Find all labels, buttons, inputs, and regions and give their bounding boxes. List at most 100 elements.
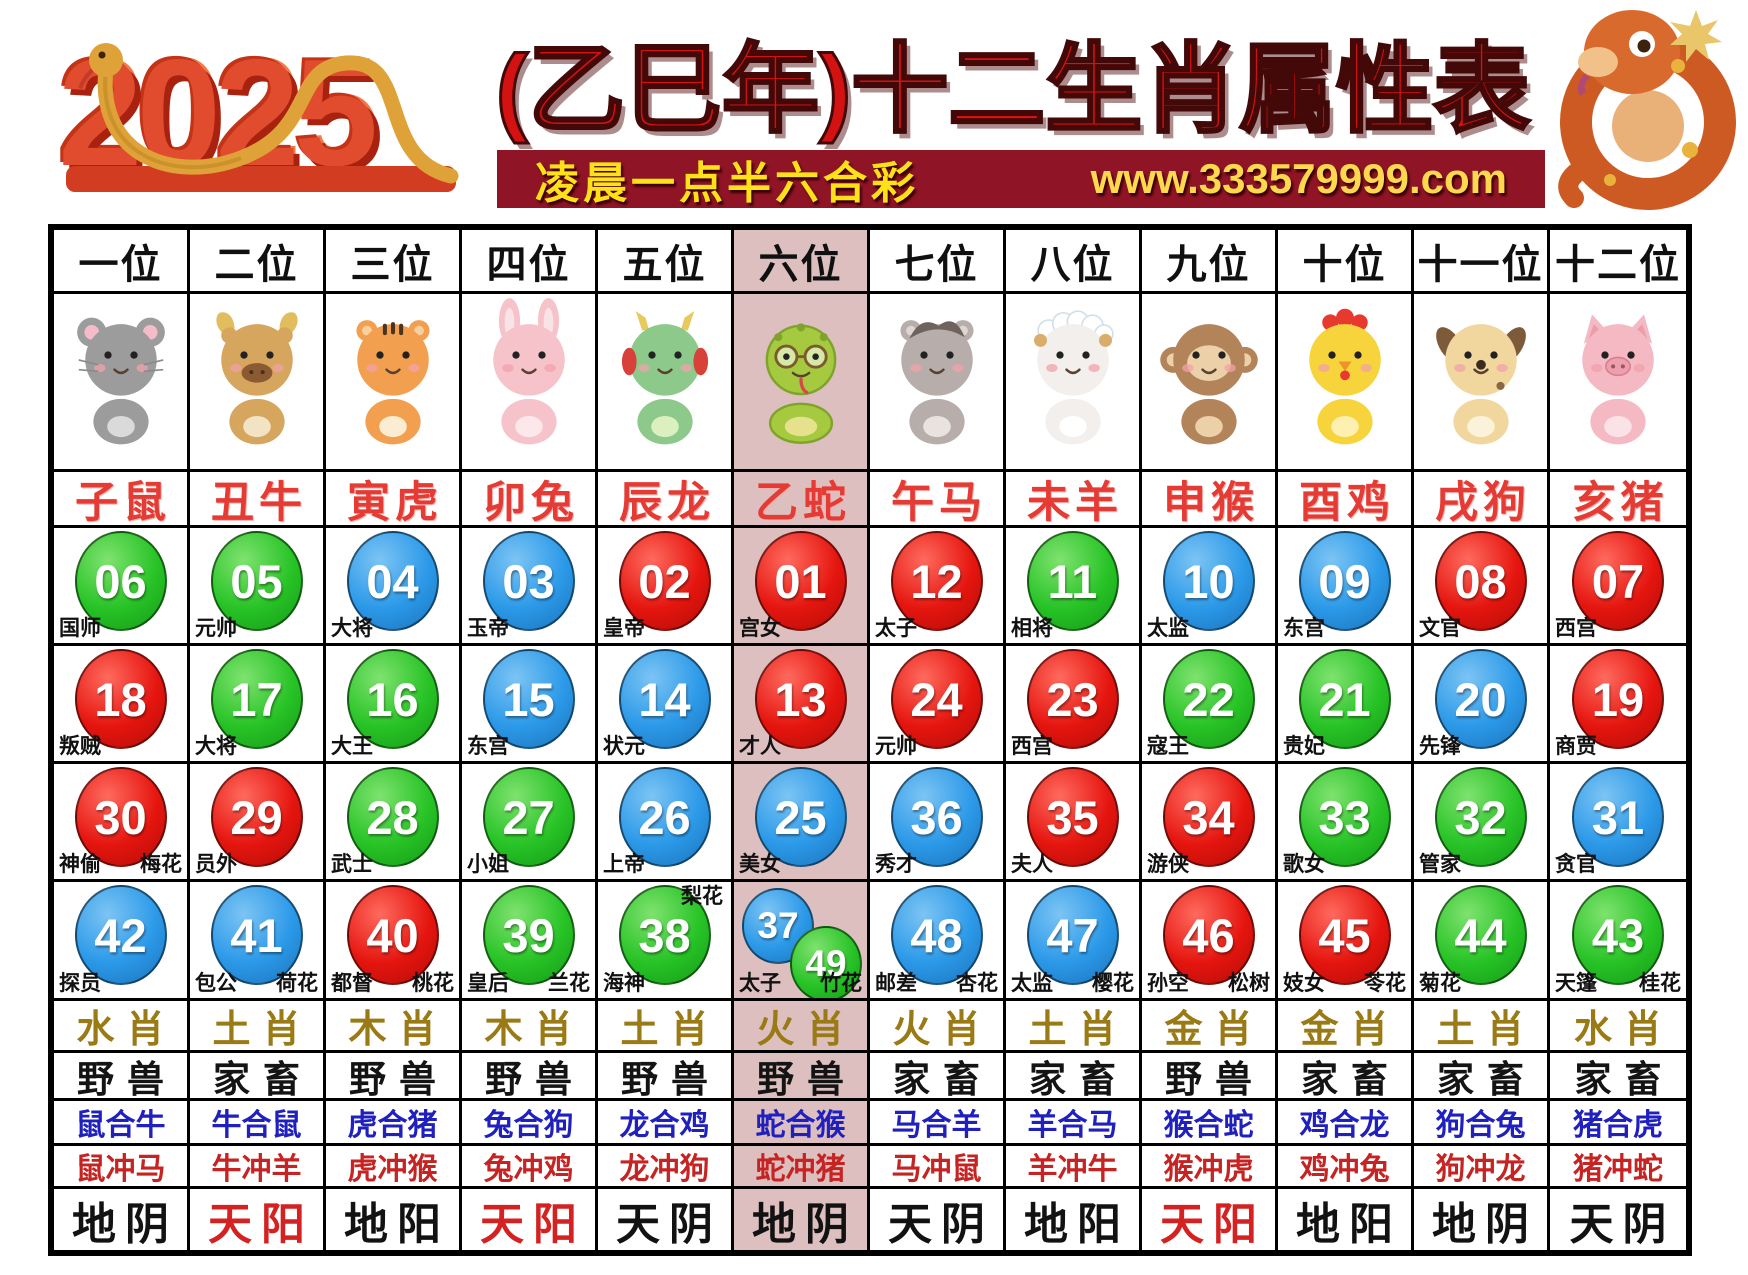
ball-role-label: 西宫 — [1555, 617, 1597, 640]
ball-role-label: 状元 — [603, 735, 645, 758]
ball-cell-40: 40 都督 桃花 — [326, 882, 462, 1001]
ball-cell-09: 09 东宫 — [1278, 528, 1414, 646]
col-6-animal-cell — [734, 294, 870, 472]
beast-domestic-label: 家畜 — [1550, 1053, 1686, 1101]
zodiac-name-label: 子鼠 — [54, 472, 190, 528]
ball-role-label: 寇王 — [1147, 735, 1189, 758]
ball-15: 15 — [482, 649, 575, 749]
ball-flower-label: 荷花 — [276, 972, 318, 995]
ball-49: 49 — [790, 926, 862, 998]
ox-icon — [192, 294, 322, 469]
ball-role-label: 叛贼 — [59, 735, 101, 758]
ball-24: 24 — [890, 649, 983, 749]
ball-role-label: 管家 — [1419, 853, 1461, 876]
element-label: 土肖 — [1006, 1001, 1142, 1053]
combine-label: 虎合猪 — [326, 1101, 462, 1146]
ball-cell-23: 23 西宫 — [1006, 646, 1142, 764]
clash-label: 狗冲龙 — [1414, 1146, 1550, 1189]
horse-icon — [872, 294, 1002, 469]
ball-role-label: 元帅 — [195, 617, 237, 640]
sheep-icon — [1008, 294, 1138, 469]
ball-04: 04 — [346, 531, 439, 631]
beast-domestic-label: 野兽 — [598, 1053, 734, 1101]
column-header-8: 八位 — [1006, 230, 1142, 294]
clash-label: 虎冲猴 — [326, 1146, 462, 1189]
combine-label: 羊合马 — [1006, 1101, 1142, 1146]
ball-cell-45: 45 妓女 苓花 — [1278, 882, 1414, 1001]
page-title: (乙巳年)十二生肖属性表 — [494, 33, 1532, 145]
beast-domestic-label: 家畜 — [1278, 1053, 1414, 1101]
ball-cell-48: 48 邮差 杏花 — [870, 882, 1006, 1001]
ball-role-label: 邮差 — [875, 972, 917, 995]
ball-role-label: 包公 — [195, 972, 237, 995]
yinyang-label: 天阴 — [870, 1189, 1006, 1250]
beast-domestic-label: 野兽 — [1142, 1053, 1278, 1101]
ball-cell-34: 34 游侠 — [1142, 764, 1278, 882]
ball-20: 20 — [1434, 649, 1527, 749]
yinyang-label: 地阳 — [1278, 1189, 1414, 1250]
ball-role-label: 太子 — [739, 972, 781, 995]
ball-role-label: 小姐 — [467, 853, 509, 876]
ball-45: 45 — [1298, 885, 1391, 985]
ball-role-label: 海神 — [603, 972, 645, 995]
ball-flower-label: 杏花 — [956, 972, 998, 995]
clash-label: 鼠冲马 — [54, 1146, 190, 1189]
ball-role-label: 东宫 — [467, 735, 509, 758]
element-label: 金肖 — [1278, 1001, 1414, 1053]
ball-role-label: 太监 — [1147, 617, 1189, 640]
element-label: 土肖 — [190, 1001, 326, 1053]
ball-role-label: 武士 — [331, 853, 373, 876]
banner-url: www.333579999.com — [1090, 155, 1507, 202]
ball-07: 07 — [1572, 531, 1664, 631]
ball-role-label: 员外 — [195, 853, 237, 876]
ball-role-label: 都督 — [331, 972, 373, 995]
ball-28: 28 — [346, 767, 439, 867]
combine-label: 蛇合猴 — [734, 1101, 870, 1146]
snake-mascot-icon — [1558, 10, 1736, 210]
combine-label: 狗合兔 — [1414, 1101, 1550, 1146]
ball-cell-30: 30 神偷 梅花 — [54, 764, 190, 882]
ball-role-label: 先锋 — [1419, 735, 1461, 758]
ball-flower-label: 苓花 — [1364, 972, 1406, 995]
element-label: 木肖 — [462, 1001, 598, 1053]
col-4-animal-cell — [462, 294, 598, 472]
ball-role-label: 大将 — [195, 735, 237, 758]
col-5-animal-cell — [598, 294, 734, 472]
col-8-animal-cell — [1006, 294, 1142, 472]
ball-36: 36 — [890, 767, 983, 867]
combine-label: 猴合蛇 — [1142, 1101, 1278, 1146]
beast-domestic-label: 家畜 — [870, 1053, 1006, 1101]
snake-icon — [736, 294, 866, 469]
ball-flower-label: 樱花 — [1092, 972, 1134, 995]
ball-cell-24: 24 元帅 — [870, 646, 1006, 764]
yinyang-label: 地阴 — [734, 1189, 870, 1250]
ball-39: 39 — [482, 885, 575, 985]
column-header-7: 七位 — [870, 230, 1006, 294]
ball-cell-01: 01 宫女 — [734, 528, 870, 646]
ball-42: 42 — [74, 885, 167, 985]
combine-label: 鸡合龙 — [1278, 1101, 1414, 1146]
yinyang-label: 天阳 — [190, 1189, 326, 1250]
column-header-12: 十二位 — [1550, 230, 1686, 294]
ball-cell-25: 25 美女 — [734, 764, 870, 882]
ball-cell-29: 29 员外 — [190, 764, 326, 882]
ball-26: 26 — [618, 767, 711, 867]
ball-cell-32: 32 管家 — [1414, 764, 1550, 882]
ball-flower-label: 桂花 — [1639, 972, 1681, 995]
clash-label: 猪冲蛇 — [1550, 1146, 1686, 1189]
rooster-icon — [1280, 294, 1410, 469]
ball-role-label: 文官 — [1419, 617, 1461, 640]
ball-cell-19: 19 商贾 — [1550, 646, 1686, 764]
ball-cell-27: 27 小姐 — [462, 764, 598, 882]
zodiac-table: 一位 二位 三位 四位 五位 六位 七位 八位 九位 十位 十一位 十二位 子鼠 丑牛 寅虎 卯兔 辰龙 乙蛇 午马… — [48, 224, 1692, 1256]
ball-46: 46 — [1162, 885, 1255, 985]
dog-icon — [1416, 294, 1546, 469]
ball-11: 11 — [1026, 531, 1119, 631]
ball-role-label: 才人 — [739, 735, 781, 758]
clash-label: 羊冲牛 — [1006, 1146, 1142, 1189]
ball-role-label: 皇后 — [467, 972, 509, 995]
ball-role-label: 游侠 — [1147, 853, 1189, 876]
ball-08: 08 — [1434, 531, 1527, 631]
ball-09: 09 — [1298, 531, 1391, 631]
yinyang-label: 天阳 — [1142, 1189, 1278, 1250]
